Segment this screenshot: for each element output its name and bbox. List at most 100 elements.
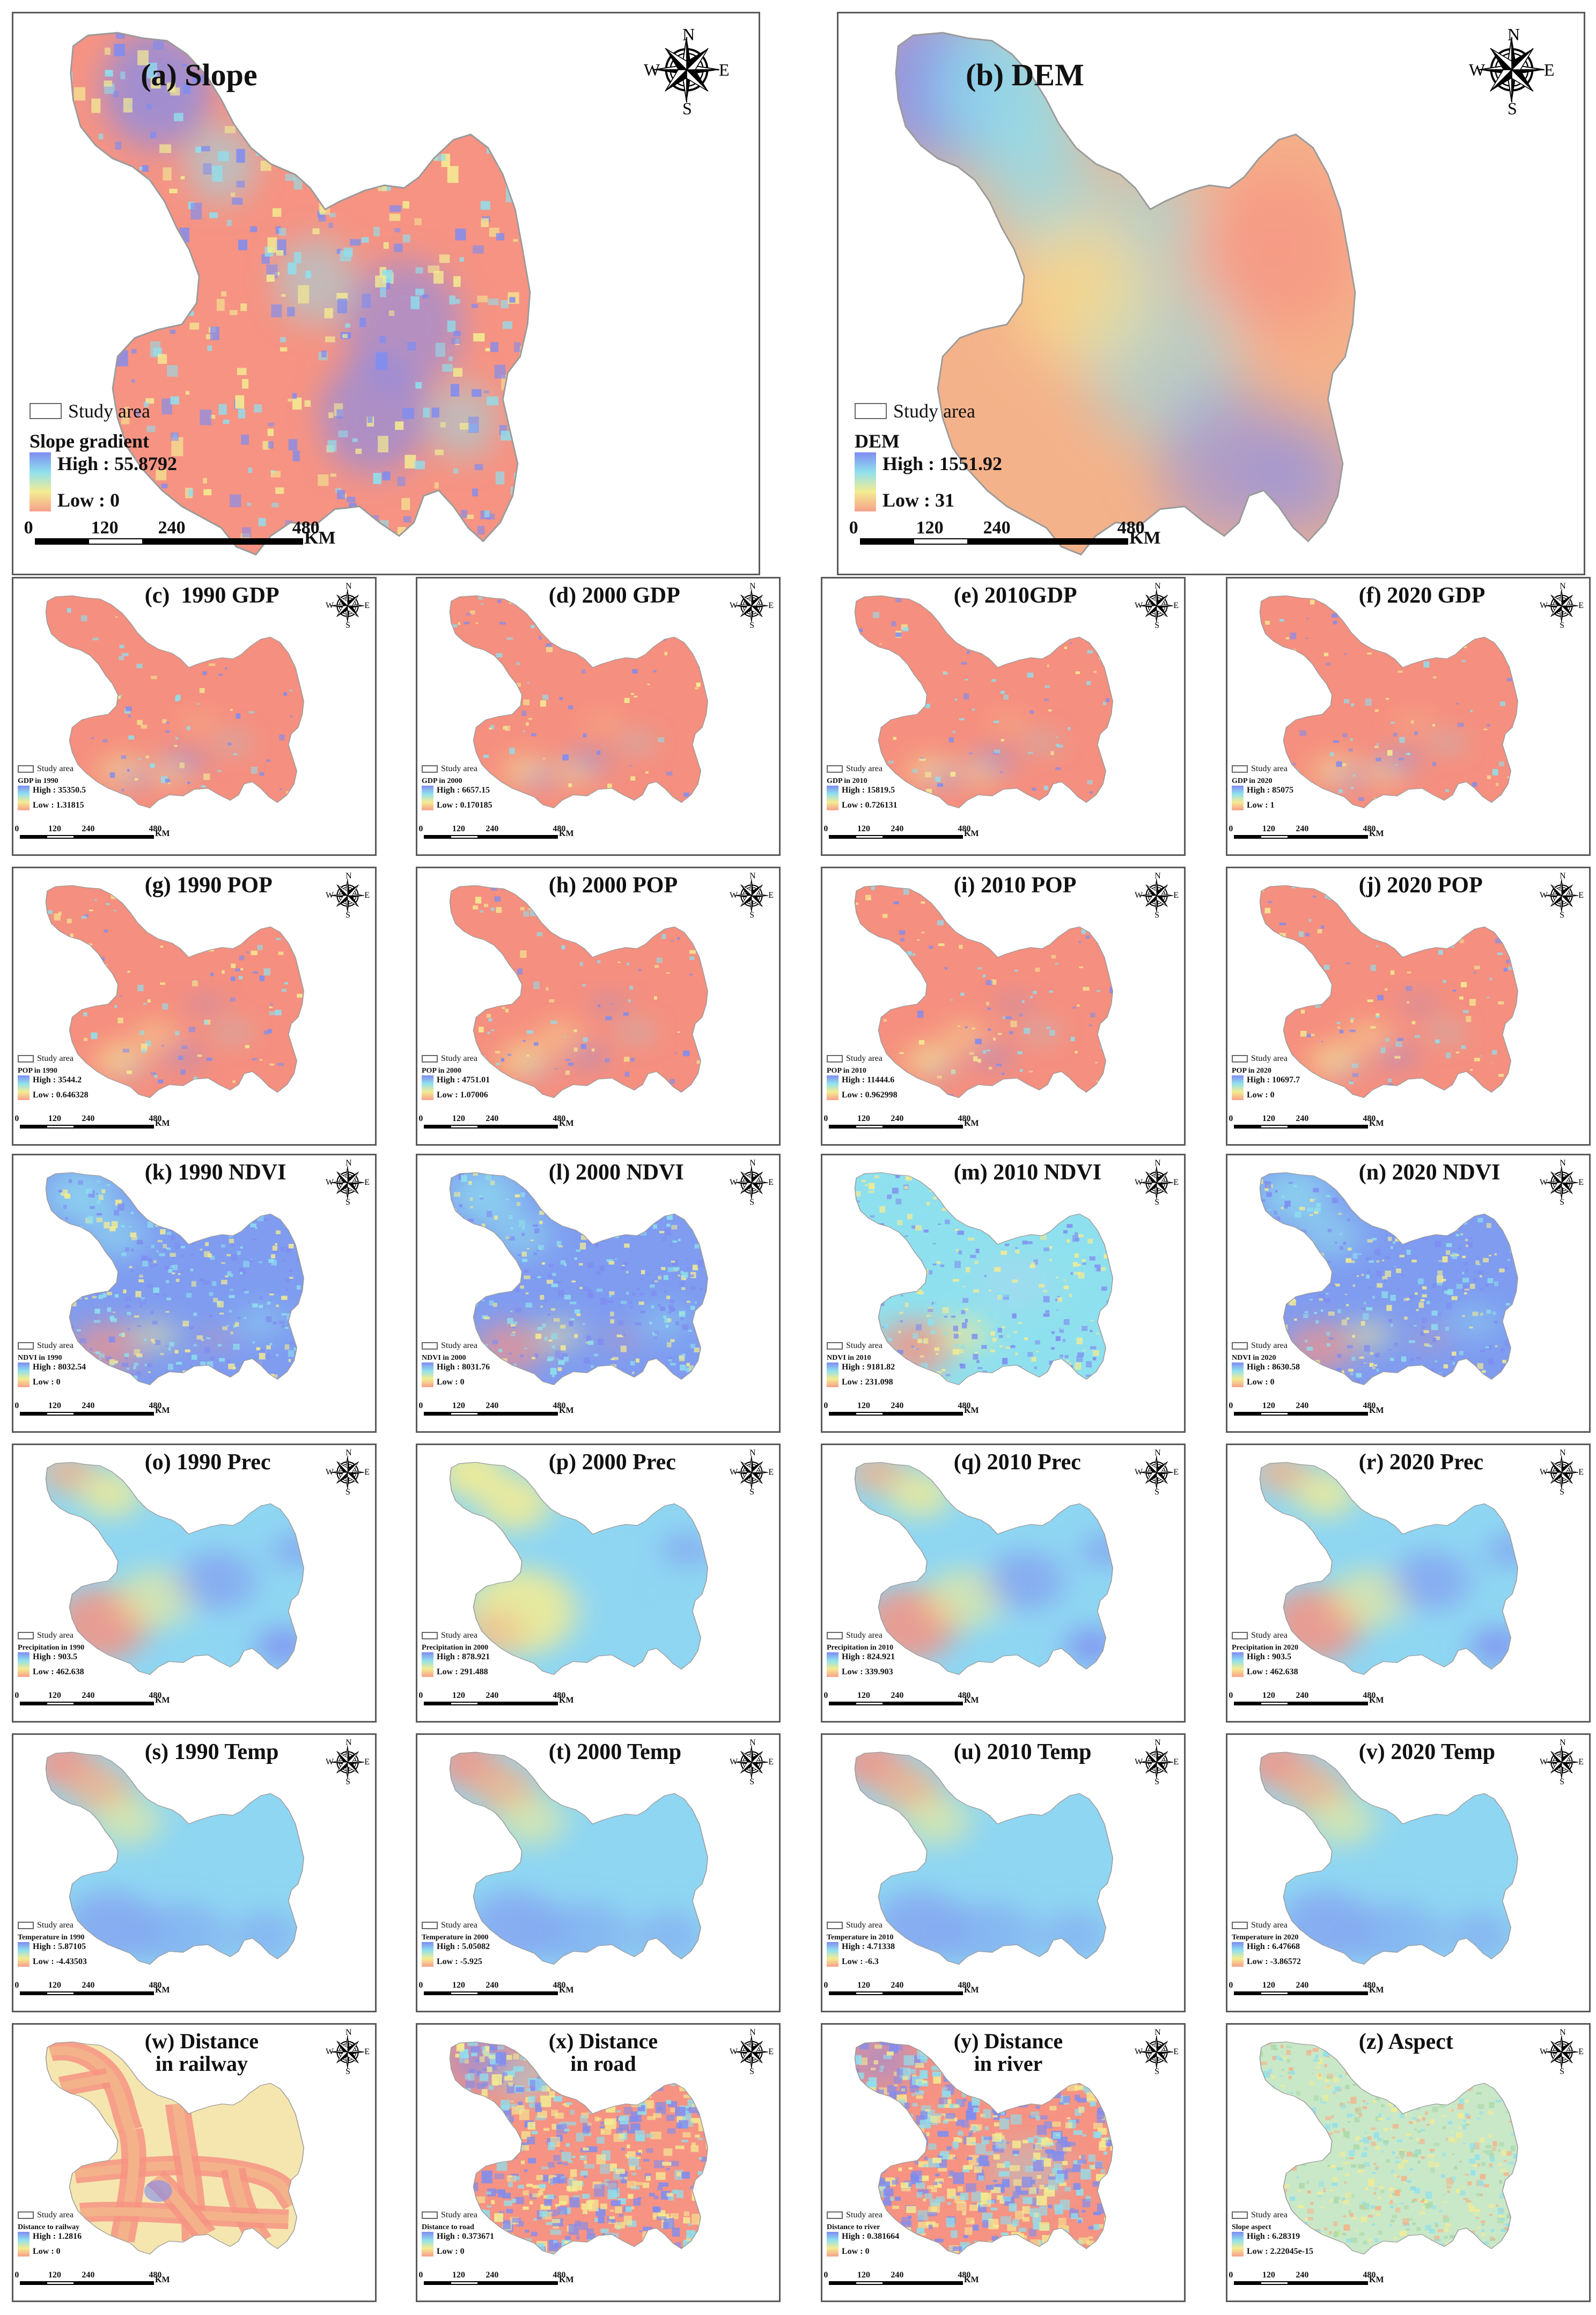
high-prefix: High : (882, 453, 940, 474)
scale-tick-label: 120 (91, 518, 119, 538)
legend-ramp-row: High : 6.28319 Low : 2.22045e-15 (1232, 2231, 1313, 2257)
map-legend: Study area GDP in 2010 High : 15819.5 Low :… (827, 764, 898, 810)
scale-bar: 0 120 240 480 KM (418, 824, 582, 846)
scale-tick-label: 240 (486, 824, 499, 833)
scale-bar: 0 120 240 480 KM (1229, 1981, 1392, 2002)
scale-tick-label: 120 (48, 2270, 61, 2280)
scale-bar-graphic (20, 1702, 154, 1705)
panel-title: (n) 2020 NDVI (1358, 1160, 1501, 1185)
scale-bar-graphic (1234, 1991, 1368, 1995)
map-legend: Study area Temperature in 2020 High : 6.47… (1232, 1921, 1301, 1967)
legend-title: GDP in 2010 (827, 776, 867, 785)
scale-tick-label: 240 (891, 1114, 904, 1123)
scale-bar: 0 120 240 480 KM (823, 1114, 987, 1135)
low-prefix: Low : (437, 1090, 460, 1100)
low-value: 0 (56, 2246, 61, 2256)
compass-east-label: E (1544, 60, 1555, 79)
study-area-label: Study area (846, 1920, 882, 1930)
legend-high: High : 1551.92 (882, 452, 1002, 475)
map-legend: Study area POP in 1990 High : 3544.2 Low : … (18, 1054, 89, 1100)
compass-east-label: E (768, 1757, 774, 1767)
legend-values: High : 5.05082 Low : -5.925 (437, 1942, 490, 1967)
color-ramp (827, 1652, 839, 1677)
scale-tick-label: 480 (1363, 1981, 1376, 1990)
legend-high: High : 9181.82 (842, 1362, 895, 1372)
low-value: 462.638 (56, 1667, 84, 1676)
scale-unit-label: KM (155, 1985, 170, 1995)
map-panel-r: (r) 2020 Prec N S E W Study area Precipitation… (1226, 1444, 1591, 1723)
map-canvas-b (895, 32, 1356, 556)
compass-north-label: N (1154, 1738, 1161, 1747)
high-prefix: High : (437, 1362, 462, 1372)
legend-study-area: Study area (827, 2210, 899, 2220)
scale-tick-label: 0 (1229, 1114, 1233, 1123)
study-area-swatch (827, 1342, 843, 1350)
legend-title: Precipitation in 2010 (827, 1643, 894, 1652)
scale-tick-label: 240 (1296, 1691, 1309, 1700)
map-canvas-x (449, 2041, 708, 2255)
high-value: 903.5 (1272, 1652, 1292, 1661)
study-area-swatch (18, 1631, 34, 1639)
study-area-label: Study area (846, 2210, 882, 2219)
compass-north-label: N (345, 1738, 352, 1747)
panel-title: (b) DEM (966, 57, 1084, 92)
compass-north-label: N (1560, 871, 1566, 881)
legend-study-area: Study area (855, 400, 1002, 422)
legend-high: High : 15819.5 (842, 786, 898, 795)
scale-unit-label: KM (964, 829, 979, 838)
compass-west-label: W (326, 1178, 334, 1188)
scale-tick-label: 240 (486, 1981, 499, 1990)
legend-values: High : 6.28319 Low : 2.22045e-15 (1247, 2232, 1313, 2257)
scale-bar: 0 120 240 480 KM (849, 518, 1176, 561)
legend-ramp-row: High : 8630.58 Low : 0 (1232, 1362, 1300, 1387)
scale-bar-graphic (829, 835, 963, 839)
north-arrow-icon: N S E W (730, 1159, 774, 1207)
study-area-swatch (1232, 1921, 1248, 1929)
compass-east-label: E (768, 1178, 774, 1188)
legend-values: High : 15819.5 Low : 0.726131 (842, 786, 898, 810)
scale-tick-label: 120 (452, 1691, 465, 1700)
compass-east-label: E (1173, 1468, 1179, 1477)
map-panel-z: (z) Aspect N S E W Study area Slope aspect High… (1226, 2023, 1591, 2302)
compass-south-label: S (749, 621, 754, 631)
high-value: 10697.7 (1272, 1075, 1300, 1085)
compass-west-label: W (1135, 1178, 1143, 1188)
scale-tick-label: 120 (48, 1691, 61, 1700)
legend-study-area: Study area (18, 1631, 84, 1640)
scale-tick-label: 0 (823, 1401, 828, 1410)
legend-low: Low : 1 (1247, 801, 1293, 810)
study-area-swatch (18, 765, 34, 773)
study-area-swatch (422, 1921, 438, 1929)
compass-west-label: W (1540, 601, 1548, 611)
map-legend: Study area GDP in 2000 High : 6657.15 Low :… (422, 764, 492, 810)
high-value: 4.71338 (867, 1942, 895, 1951)
map-canvas-k (45, 1172, 304, 1386)
high-value: 4751.01 (462, 1075, 490, 1085)
study-area-swatch (827, 1631, 843, 1639)
legend-study-area: Study area (422, 2210, 494, 2220)
color-ramp (1232, 785, 1244, 810)
north-arrow-icon: N S E W (326, 871, 370, 920)
scale-unit-label: KM (1129, 528, 1161, 548)
color-ramp (422, 785, 433, 810)
compass-east-label: E (1578, 601, 1584, 611)
low-prefix: Low : (437, 2246, 460, 2256)
scale-tick-label: 480 (149, 2270, 162, 2280)
legend-low: Low : 31 (882, 489, 1002, 511)
panel-title: (q) 2010 Prec (953, 1450, 1081, 1475)
scale-tick-label: 240 (82, 1981, 95, 1990)
compass-north-label: N (1560, 1159, 1566, 1168)
high-prefix: High : (437, 1652, 462, 1661)
scale-bar-graphic (829, 1412, 963, 1416)
color-ramp (422, 2231, 433, 2257)
scale-bar-graphic (860, 538, 1128, 545)
scale-unit-label: KM (559, 1695, 574, 1705)
compass-east-label: E (1578, 891, 1584, 900)
legend-ramp-row: High : 15819.5 Low : 0.726131 (827, 785, 898, 810)
low-prefix: Low : (437, 1957, 460, 1966)
scale-bar: 0 120 240 480 KM (418, 1691, 582, 1712)
compass-north-label: N (749, 582, 756, 591)
map-legend: Study area Precipitation in 1990 High : 90… (18, 1631, 84, 1677)
compass-west-label: W (1540, 1178, 1548, 1188)
color-ramp (1232, 1362, 1244, 1387)
